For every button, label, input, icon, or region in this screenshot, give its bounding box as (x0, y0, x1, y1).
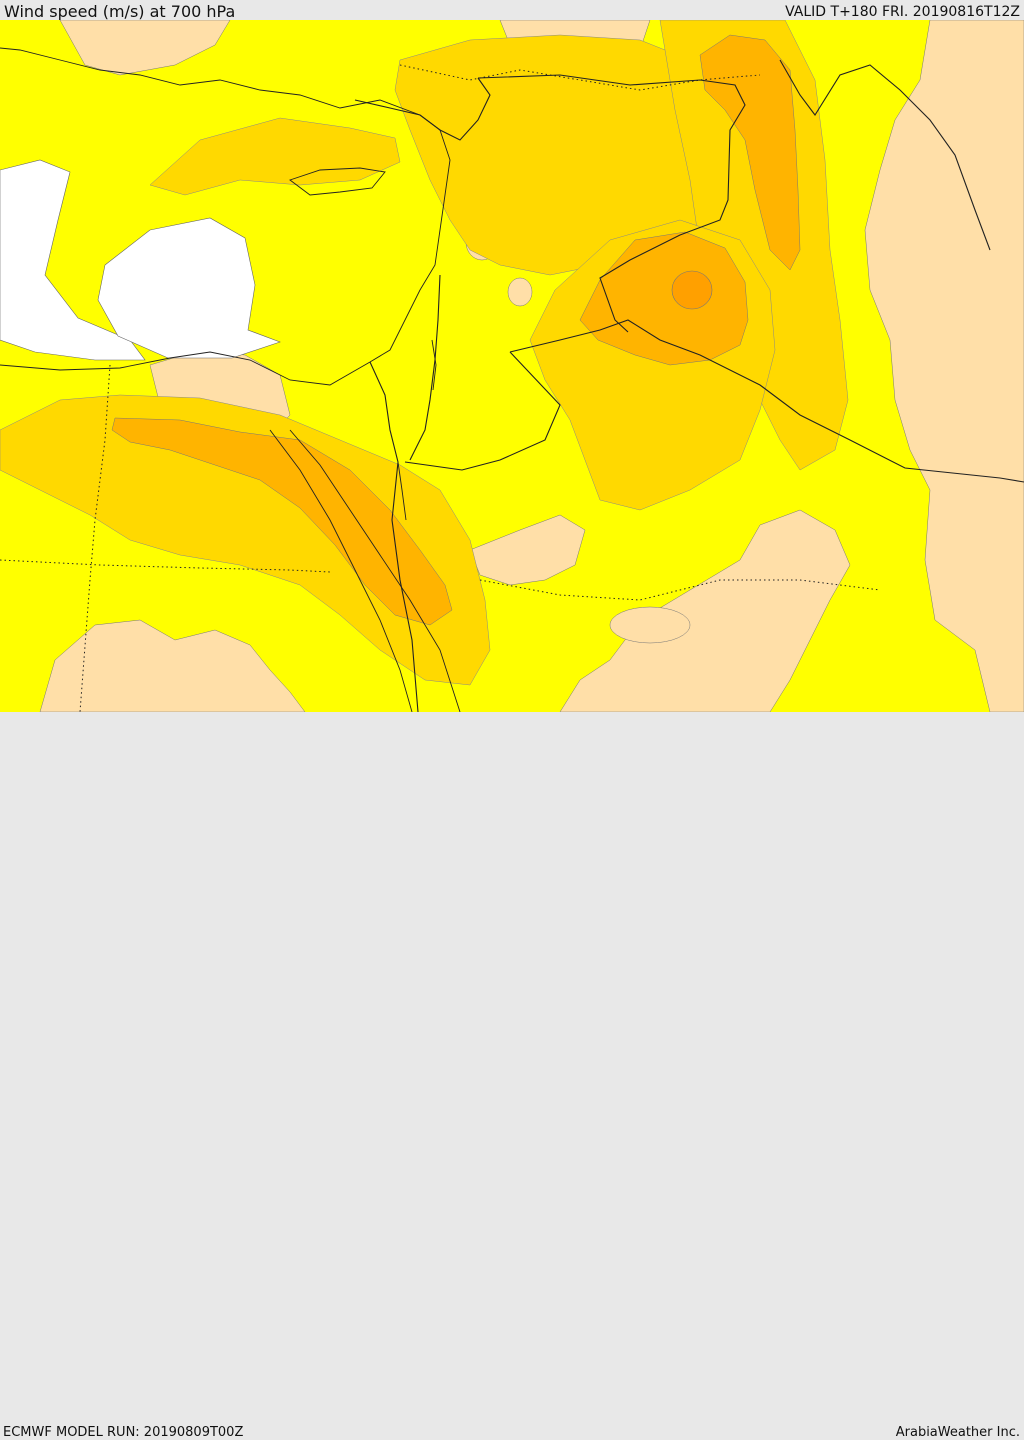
coastline-turkey-south (0, 47, 421, 116)
boundary-jordan-west (404, 351, 561, 471)
strong-wind-core-iraq (699, 34, 801, 271)
very-strong-wind-core (671, 270, 713, 310)
model-run-label: ECMWF MODEL RUN: 20190809T00Z (3, 1425, 244, 1440)
boundary-jordan-saudi (509, 319, 1024, 483)
light-wind-zone-hejaz (609, 606, 691, 644)
coastline-gulf-of-aqaba (397, 461, 407, 521)
coastline-levant (369, 114, 451, 363)
valid-time: VALID T+180 FRI. 20190816T12Z (785, 4, 1020, 20)
boundary-turkey-syria (354, 77, 491, 141)
boundary-israel-jordan (409, 274, 441, 461)
map-title: Wind speed (m/s) at 700 hPa (4, 2, 236, 21)
light-wind-zone-arabia-west (469, 514, 586, 586)
boundary-egypt-israel (369, 361, 419, 712)
boundary-syria-iraq (477, 74, 746, 333)
dotted-border-libya (79, 364, 111, 712)
header-bar: Wind speed (m/s) at 700 hPa VALID T+180 … (0, 0, 1024, 21)
fresh-wind-zone-cyprus-band (149, 117, 401, 196)
coastline-mediterranean-south (0, 351, 371, 386)
map-canvas (0, 20, 1024, 712)
light-wind-zone-south-arabia (559, 509, 851, 712)
light-wind-zone-southwest (39, 619, 306, 712)
dotted-border-saudi (479, 579, 881, 601)
light-wind-zone-east (864, 20, 1024, 712)
credit-label: ArabiaWeather Inc. (895, 1425, 1020, 1440)
coastline-dead-sea (431, 339, 437, 391)
coastline-red-sea-west (269, 429, 413, 712)
strong-wind-core-red-sea (111, 417, 453, 626)
footer-bar: ECMWF MODEL RUN: 20190809T00Z ArabiaWeat… (0, 712, 1024, 1440)
light-wind-zone-northwest (59, 20, 231, 76)
coastline-cyprus (289, 167, 386, 196)
fresh-wind-zone-iraq-band (659, 20, 849, 471)
boundary-iraq-iran (779, 59, 991, 251)
wind-speed-map (0, 20, 1024, 712)
calm-wind-zone-mediterranean (0, 159, 146, 361)
coastline-red-sea-east (289, 429, 461, 712)
calm-wind-zone-mediterranean-east (97, 217, 281, 359)
fresh-wind-zone-egypt-band (0, 394, 491, 686)
light-wind-zone-arabia-patch (507, 277, 533, 307)
